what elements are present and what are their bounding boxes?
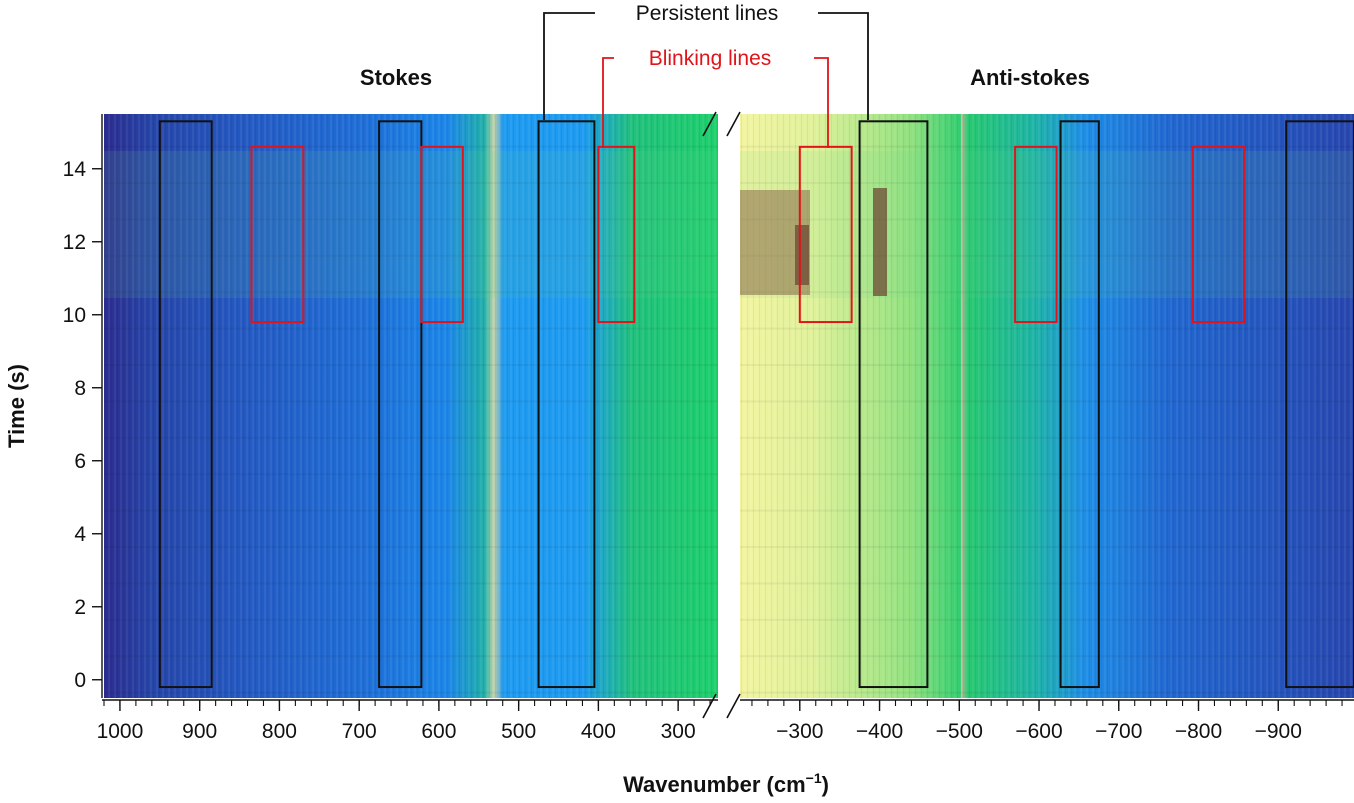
persistent-lines-bracket <box>543 12 869 120</box>
blinking-line-box <box>1014 145 1058 324</box>
x-axis-title-close: ) <box>822 772 829 797</box>
y-tick-label: 10 <box>63 304 86 327</box>
stokes-label: Stokes <box>360 65 432 90</box>
axis-break-slash <box>726 111 741 137</box>
blinking-line-box <box>1191 145 1245 324</box>
x-tick-label: −300 <box>776 720 823 743</box>
blinking-line-box <box>597 145 636 324</box>
x-tick-label: 400 <box>581 720 616 743</box>
blinking-lines-label: Blinking lines <box>649 47 772 70</box>
x-tick-label: −600 <box>1015 720 1062 743</box>
hot-spot-right <box>873 188 887 296</box>
persistent-line-box <box>378 120 423 689</box>
persistent-line-box <box>1059 120 1100 689</box>
axis-break-gap <box>718 112 740 702</box>
y-axis-title: Time (s) <box>4 364 29 448</box>
x-tick-label: 700 <box>342 720 377 743</box>
persistent-line-box <box>858 120 929 689</box>
anti-stokes-active-band <box>740 151 1354 298</box>
y-tick-label: 4 <box>74 523 86 546</box>
hot-spot-mid <box>795 225 809 285</box>
x-tick-label: 300 <box>661 720 696 743</box>
y-tick-label: 12 <box>63 231 86 254</box>
blinking-line-box <box>250 145 305 324</box>
persistent-line-box <box>1285 120 1354 689</box>
axis-break-slash <box>726 693 741 719</box>
y-tick-label: 0 <box>74 669 86 692</box>
persistent-line-box <box>537 120 596 689</box>
anti-stokes-label: Anti-stokes <box>970 65 1090 90</box>
x-tick-label: 900 <box>182 720 217 743</box>
blinking-lines-bracket <box>602 57 829 148</box>
persistent-lines-label: Persistent lines <box>636 2 778 25</box>
blinking-line-box <box>798 145 853 324</box>
blinking-line-box <box>420 145 464 324</box>
chart-marks: 0 2 4 6 8 10 12 14 1000 900 800 700 600 500 400 300 −300… <box>63 120 1354 743</box>
x-axis-title-main: Wavenumber (cm <box>623 772 806 797</box>
x-tick-label: −800 <box>1175 720 1222 743</box>
anti-stokes-panel <box>740 114 1354 698</box>
x-tick-label: 600 <box>421 720 456 743</box>
x-tick-label: 800 <box>262 720 297 743</box>
y-tick-label: 8 <box>74 377 86 400</box>
y-tick-label: 6 <box>74 450 86 473</box>
x-axis-title: Wavenumber (cm−1) <box>623 770 829 797</box>
stokes-active-band <box>104 151 718 298</box>
x-tick-label: −500 <box>936 720 983 743</box>
x-tick-label: −700 <box>1095 720 1142 743</box>
y-tick-label: 2 <box>74 596 86 619</box>
y-tick-label: 14 <box>63 158 87 181</box>
x-tick-label: 1000 <box>97 720 144 743</box>
axis-break-slash <box>702 111 717 137</box>
stokes-panel <box>104 114 718 698</box>
x-tick-label: −900 <box>1255 720 1302 743</box>
persistent-line-box <box>158 120 213 689</box>
x-axis-title-sup: −1 <box>806 770 822 786</box>
x-tick-label: −400 <box>856 720 903 743</box>
x-tick-label: 500 <box>501 720 536 743</box>
